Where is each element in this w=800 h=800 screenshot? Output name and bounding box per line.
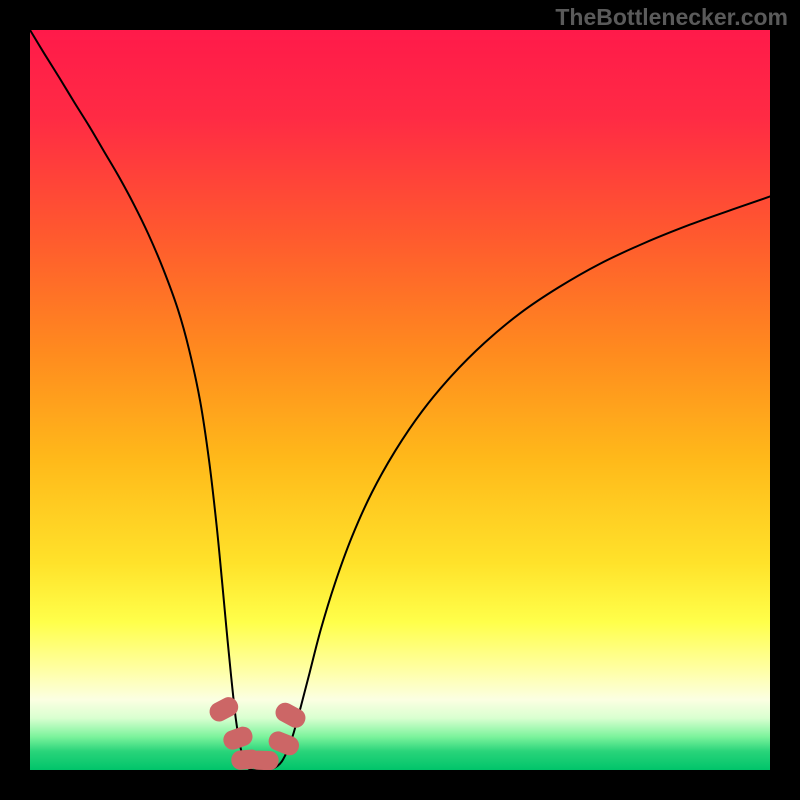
watermark-link[interactable]: TheBottlenecker.com xyxy=(555,4,788,31)
plot-area xyxy=(30,30,770,770)
plot-svg xyxy=(30,30,770,770)
chart-container: TheBottlenecker.com xyxy=(0,0,800,800)
marker-dash-4 xyxy=(249,750,279,770)
heatmap-background xyxy=(30,30,770,770)
